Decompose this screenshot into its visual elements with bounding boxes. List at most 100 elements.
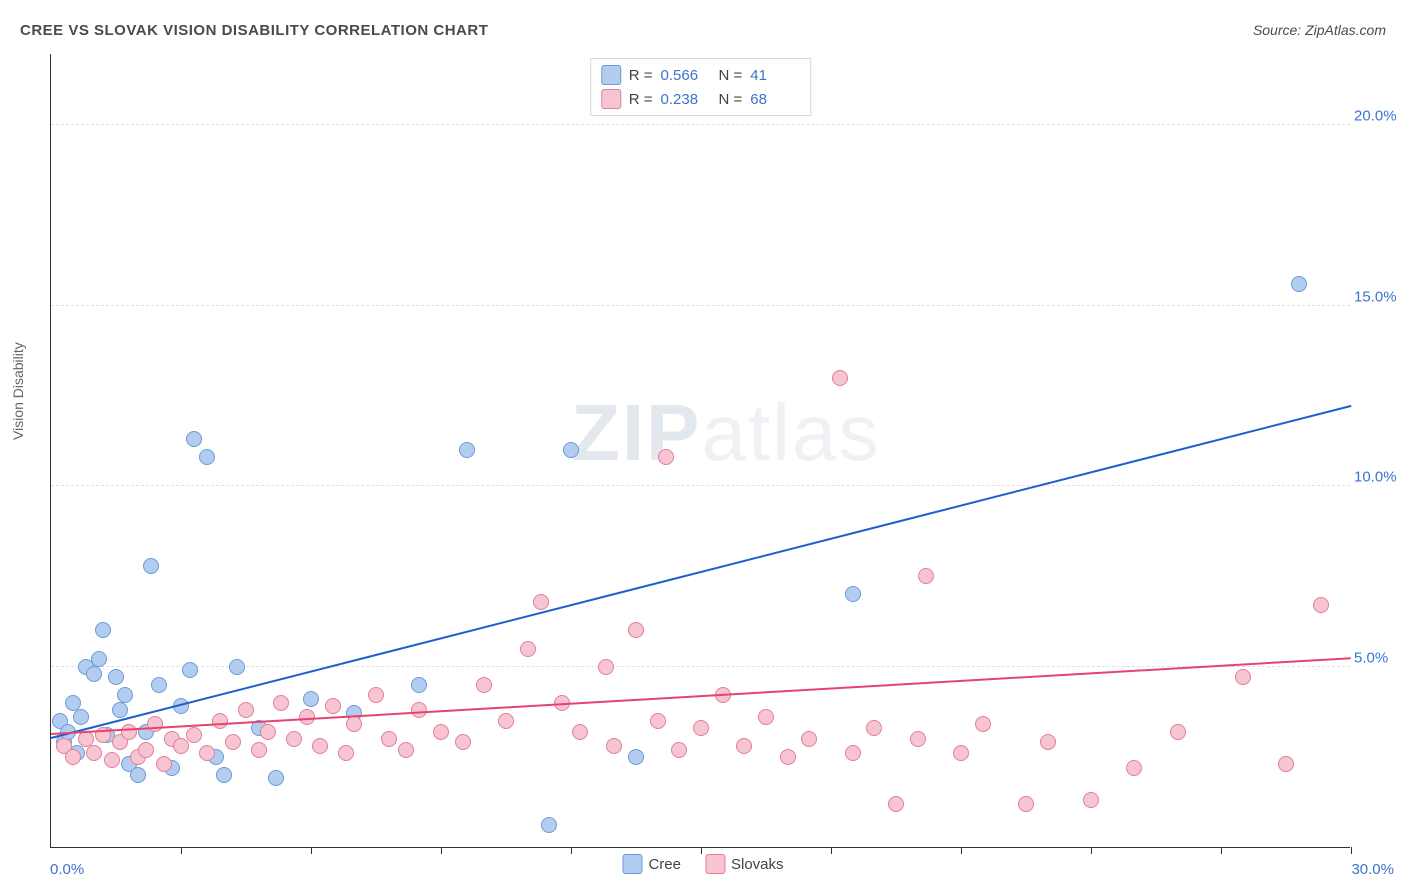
data-point xyxy=(186,431,202,447)
data-point xyxy=(1126,760,1142,776)
x-tick xyxy=(1091,847,1092,854)
data-point xyxy=(186,727,202,743)
stats-row: R =0.238N =68 xyxy=(601,87,801,111)
data-point xyxy=(801,731,817,747)
data-point xyxy=(346,716,362,732)
legend-swatch xyxy=(705,854,725,874)
data-point xyxy=(108,669,124,685)
data-point xyxy=(286,731,302,747)
data-point xyxy=(845,586,861,602)
gridline xyxy=(51,666,1350,667)
data-point xyxy=(95,622,111,638)
data-point xyxy=(433,724,449,740)
data-point xyxy=(381,731,397,747)
trend-line xyxy=(51,405,1351,739)
data-point xyxy=(563,442,579,458)
data-point xyxy=(229,659,245,675)
data-point xyxy=(520,641,536,657)
data-point xyxy=(143,558,159,574)
data-point xyxy=(1018,796,1034,812)
data-point xyxy=(130,767,146,783)
data-point xyxy=(216,767,232,783)
x-tick xyxy=(961,847,962,854)
stat-r-value: 0.238 xyxy=(661,91,711,108)
gridline xyxy=(51,305,1350,306)
legend: Cree Slovaks xyxy=(622,854,783,874)
stat-label: N = xyxy=(719,91,743,108)
data-point xyxy=(411,677,427,693)
stat-n-value: 41 xyxy=(750,67,800,84)
data-point xyxy=(86,666,102,682)
data-point xyxy=(260,724,276,740)
gridline xyxy=(51,485,1350,486)
stat-label: R = xyxy=(629,91,653,108)
data-point xyxy=(112,702,128,718)
data-point xyxy=(628,749,644,765)
data-point xyxy=(86,745,102,761)
stats-row: R =0.566N =41 xyxy=(601,63,801,87)
data-point xyxy=(147,716,163,732)
y-tick-label: 5.0% xyxy=(1354,649,1406,666)
data-point xyxy=(910,731,926,747)
stat-label: N = xyxy=(719,67,743,84)
data-point xyxy=(533,594,549,610)
data-point xyxy=(572,724,588,740)
data-point xyxy=(368,687,384,703)
x-tick xyxy=(1221,847,1222,854)
x-tick xyxy=(311,847,312,854)
data-point xyxy=(182,662,198,678)
x-tick xyxy=(1351,847,1352,854)
data-point xyxy=(312,738,328,754)
data-point xyxy=(1313,597,1329,613)
series-swatch xyxy=(601,65,621,85)
data-point xyxy=(498,713,514,729)
data-point xyxy=(121,724,137,740)
data-point xyxy=(398,742,414,758)
data-point xyxy=(273,695,289,711)
data-point xyxy=(975,716,991,732)
data-point xyxy=(1291,276,1307,292)
x-axis-origin-label: 0.0% xyxy=(50,861,84,878)
data-point xyxy=(65,749,81,765)
data-point xyxy=(73,709,89,725)
gridline xyxy=(51,124,1350,125)
x-tick xyxy=(701,847,702,854)
data-point xyxy=(650,713,666,729)
x-tick xyxy=(831,847,832,854)
data-point xyxy=(476,677,492,693)
x-axis-max-label: 30.0% xyxy=(1351,861,1394,878)
data-point xyxy=(671,742,687,758)
legend-swatch xyxy=(622,854,642,874)
data-point xyxy=(225,734,241,750)
data-point xyxy=(832,370,848,386)
data-point xyxy=(598,659,614,675)
chart-title: CREE VS SLOVAK VISION DISABILITY CORRELA… xyxy=(20,22,488,39)
legend-item: Slovaks xyxy=(705,854,784,874)
data-point xyxy=(658,449,674,465)
data-point xyxy=(1235,669,1251,685)
data-point xyxy=(953,745,969,761)
data-point xyxy=(251,742,267,758)
data-point xyxy=(91,651,107,667)
x-tick xyxy=(441,847,442,854)
data-point xyxy=(199,449,215,465)
correlation-stats-box: R =0.566N =41R =0.238N =68 xyxy=(590,58,812,116)
data-point xyxy=(303,691,319,707)
data-point xyxy=(758,709,774,725)
data-point xyxy=(411,702,427,718)
data-point xyxy=(199,745,215,761)
legend-label: Cree xyxy=(648,856,681,873)
data-point xyxy=(606,738,622,754)
data-point xyxy=(173,738,189,754)
data-point xyxy=(117,687,133,703)
data-point xyxy=(459,442,475,458)
data-point xyxy=(325,698,341,714)
data-point xyxy=(918,568,934,584)
data-point xyxy=(845,745,861,761)
data-point xyxy=(736,738,752,754)
data-point xyxy=(866,720,882,736)
y-tick-label: 10.0% xyxy=(1354,469,1406,486)
x-tick xyxy=(181,847,182,854)
data-point xyxy=(455,734,471,750)
stat-label: R = xyxy=(629,67,653,84)
